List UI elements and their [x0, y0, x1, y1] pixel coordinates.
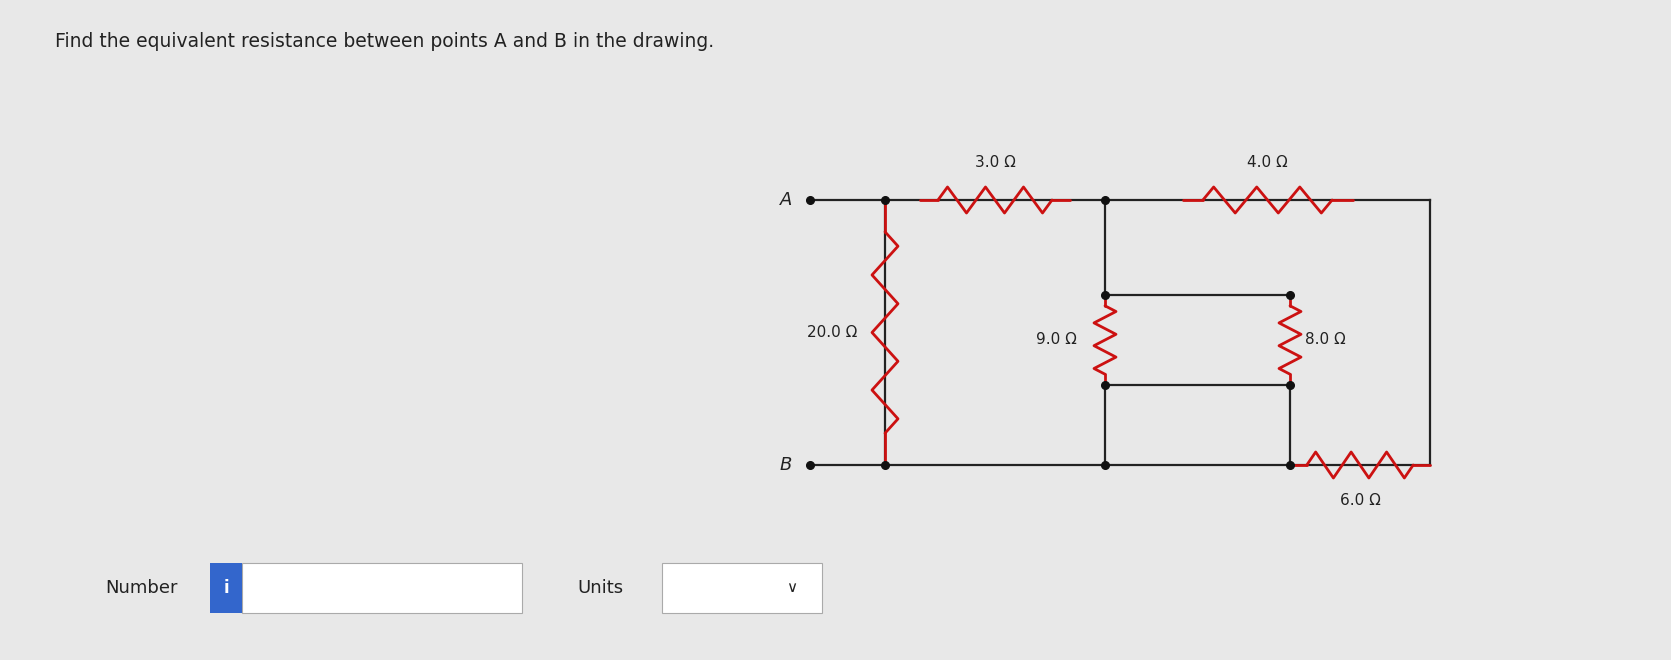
FancyBboxPatch shape	[242, 563, 521, 613]
FancyBboxPatch shape	[662, 563, 822, 613]
Text: 6.0 Ω: 6.0 Ω	[1340, 493, 1380, 508]
Text: 3.0 Ω: 3.0 Ω	[974, 155, 1016, 170]
FancyBboxPatch shape	[211, 563, 242, 613]
Text: A: A	[780, 191, 792, 209]
Text: B: B	[780, 456, 792, 474]
Text: Find the equivalent resistance between points A and B in the drawing.: Find the equivalent resistance between p…	[55, 32, 714, 51]
Text: Number: Number	[105, 579, 177, 597]
Text: 8.0 Ω: 8.0 Ω	[1305, 333, 1345, 348]
Text: ∨: ∨	[787, 581, 797, 595]
Text: 4.0 Ω: 4.0 Ω	[1247, 155, 1288, 170]
Text: 20.0 Ω: 20.0 Ω	[807, 325, 857, 340]
Text: Units: Units	[576, 579, 623, 597]
Text: 9.0 Ω: 9.0 Ω	[1036, 333, 1078, 348]
Text: i: i	[224, 579, 229, 597]
